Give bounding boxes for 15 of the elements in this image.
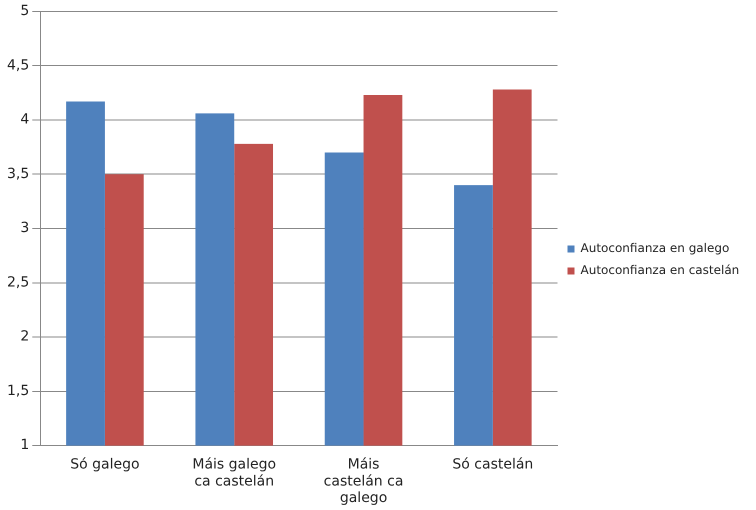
legend-label: Autoconfianza en galego [580,241,730,256]
y-tick-label: 3 [20,220,30,236]
y-tick-label: 1,5 [7,382,30,399]
y-tick-label: 3,5 [7,166,30,182]
x-tick-label: Só castelán [452,456,534,473]
y-tick-label: 4 [20,112,30,128]
x-tick-label: Máis galego ca castelán [192,456,276,490]
x-tick-label: Só galego [70,456,140,473]
y-tick-label: 5 [20,3,30,20]
y-tick-label: 1 [20,437,30,454]
y-tick-label: 4,5 [7,57,30,74]
y-tick-label: 2 [20,328,30,345]
y-tick-label: 2,5 [7,274,30,290]
legend-label: Autoconfianza en castelán [580,263,740,278]
x-tick-label: Máis castelán ca galego [324,456,404,506]
